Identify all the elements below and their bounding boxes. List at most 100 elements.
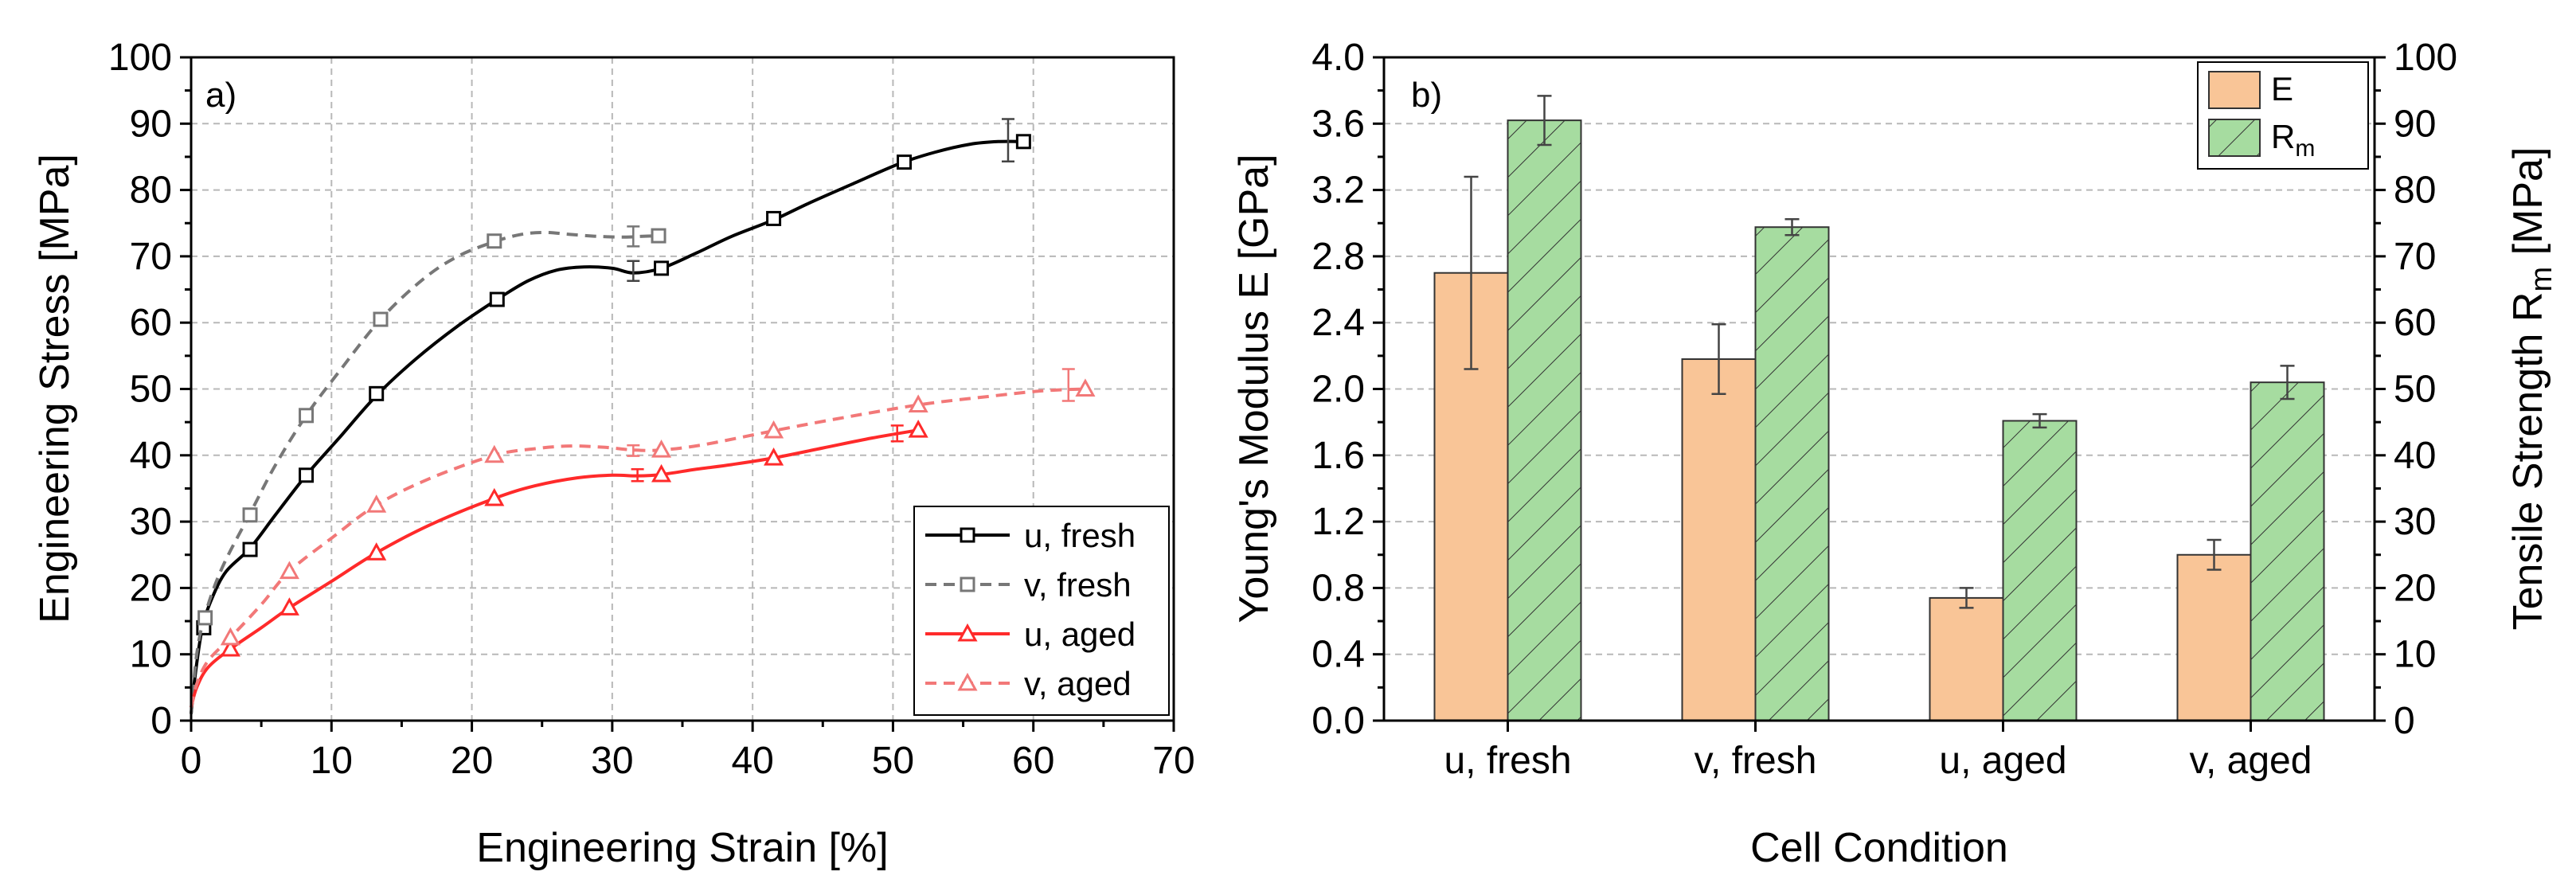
series-u-fresh-marker [897, 154, 913, 170]
panel-b-x-tick-label: u, aged [1939, 740, 2066, 782]
series-u-fresh-marker [654, 260, 670, 276]
bar-rm-v-fresh-hatch [1755, 227, 1829, 721]
series-v-aged-marker [220, 627, 240, 646]
panel-b-left-tick-label: 2.8 [1311, 236, 1365, 278]
legend-rm-swatch-hatch [2209, 119, 2260, 156]
legend-e-label: E [2271, 70, 2293, 107]
panel-a-strain-stress: 0 10 20 30 40 50 60 70 0 10 20 30 40 50 60 70 80 90 100 a)… [32, 37, 1195, 871]
legend-v-aged-label: v, aged [1024, 665, 1132, 702]
series-u-aged-marker [908, 420, 928, 438]
legend-u-aged-label: u, aged [1024, 616, 1136, 653]
panel-a-y-tick-label: 50 [130, 369, 172, 411]
panel-b-right-tick-label: 20 [2394, 567, 2436, 609]
bar-e-v-fresh [1681, 358, 1757, 721]
panel-b-left-axis-title: Young's Modulus E [GPa] [1231, 154, 1277, 623]
series-u-fresh-error-bar [1001, 118, 1014, 163]
panel-a-label: a) [205, 76, 236, 115]
bar-rm-u-aged-group [2002, 412, 2078, 721]
panel-b-left-tick-label: 0.8 [1311, 567, 1365, 609]
panel-b-right-tick-label: 70 [2394, 236, 2436, 278]
series-u-fresh-marker [766, 210, 782, 226]
panel-a-legend: u, fresh v, fresh u, aged v, aged [913, 506, 1170, 716]
bar-rm-u-aged-error-bar [2032, 412, 2047, 429]
panel-a-y-tick-label: 90 [130, 103, 172, 145]
panel-b-right-tick-label: 80 [2394, 170, 2436, 212]
panel-b-right-tick-label: 0 [2394, 700, 2415, 742]
panel-b-right-tick-label: 100 [2394, 37, 2457, 79]
series-u-fresh-marker [242, 541, 258, 557]
series-v-aged-line [190, 387, 1086, 708]
panel-b-left-tick-label: 0.4 [1311, 634, 1365, 676]
bar-e-u-fresh-group [1433, 175, 1509, 722]
series-u-fresh-marker [369, 385, 385, 401]
panel-b-left-tick-label: 0.0 [1311, 700, 1365, 742]
series-u-fresh-error-bar [627, 260, 640, 282]
panel-a-x-tick-label: 70 [1152, 740, 1194, 782]
panel-a-x-tick-label: 0 [181, 740, 202, 782]
legend-rm-label-subscript: m [2295, 135, 2315, 162]
bar-rm-u-fresh-error-bar [1537, 95, 1552, 147]
panel-a-x-tick-label: 10 [311, 740, 353, 782]
panel-b-right-tick-label: 30 [2394, 501, 2436, 543]
legend-u-fresh-marker [960, 527, 975, 543]
panel-a-x-axis-title: Engineering Strain [%] [476, 825, 888, 871]
panel-b-right-axis-title: Tensile Strength Rm [MPa] [2505, 147, 2558, 631]
panel-b-bar-chart: 0.0 0 0.4 10 0.8 20 1.2 30 1.6 40 2.0 50 2.4 60 2.8 70 3… [1231, 37, 2558, 871]
series-v-aged [190, 368, 1096, 708]
panel-a-x-tick-label: 30 [591, 740, 633, 782]
panel-a-y-tick-label: 40 [130, 435, 172, 477]
series-v-aged-marker [1075, 378, 1096, 397]
bar-rm-v-fresh-group [1754, 218, 1830, 721]
panel-b-right-tick-label: 40 [2394, 435, 2436, 477]
series-v-fresh-marker [299, 408, 315, 424]
series-u-aged-marker [220, 638, 240, 657]
series-u-fresh-marker [489, 291, 505, 307]
legend-v-fresh-marker [960, 576, 975, 592]
panel-a-y-tick-label: 20 [130, 567, 172, 609]
series-u-fresh [190, 118, 1031, 714]
legend-e-swatch [2208, 71, 2261, 109]
panel-a-y-tick-label: 60 [130, 302, 172, 344]
legend-rm-label: Rm [2271, 118, 2315, 162]
bar-e-v-aged-group [2176, 538, 2252, 721]
series-u-aged-marker [279, 597, 299, 616]
panel-b-left-tick-label: 2.4 [1311, 302, 1365, 344]
series-v-fresh-marker [242, 507, 258, 523]
right-axis-title-main: Tensile Strength R [2505, 292, 2551, 631]
series-v-aged-marker [764, 420, 784, 439]
right-axis-title-subscript: m [2525, 267, 2558, 292]
series-u-fresh-marker [1015, 134, 1031, 150]
series-v-fresh-marker [487, 233, 502, 249]
panel-b-bars [1433, 95, 2325, 722]
panel-b-left-tick-label: 1.2 [1311, 501, 1365, 543]
series-v-aged-marker [908, 394, 928, 412]
legend-v-aged-marker [957, 672, 978, 691]
series-u-fresh-line [190, 139, 1024, 714]
panel-b-right-tick-label: 60 [2394, 302, 2436, 344]
bar-e-v-aged [2176, 553, 2252, 721]
panel-a-y-tick-label: 80 [130, 170, 172, 212]
bar-e-v-fresh-group [1681, 323, 1757, 721]
series-u-aged-line [190, 428, 919, 708]
series-v-fresh-marker [651, 228, 666, 244]
series-v-fresh-error-bar [627, 225, 640, 248]
panel-b-right-tick-label: 50 [2394, 369, 2436, 411]
bar-rm-u-fresh-hatch [1507, 120, 1581, 721]
panel-b-left-tick-label: 2.0 [1311, 369, 1365, 411]
panel-b-right-tick-label: 90 [2394, 103, 2436, 145]
series-v-fresh-marker [197, 610, 213, 626]
panel-b-label: b) [1411, 76, 1442, 115]
panel-a-y-tick-label: 30 [130, 501, 172, 543]
bar-e-u-aged [1929, 596, 2004, 722]
panel-b-x-tick-label: v, aged [2190, 740, 2312, 782]
bar-e-v-fresh-error-bar [1711, 323, 1726, 395]
panel-a-y-tick-label: 100 [108, 37, 172, 79]
series-u-fresh-marker [299, 467, 315, 483]
bar-rm-u-fresh-group [1507, 95, 1582, 721]
bar-e-u-aged-group [1929, 587, 2004, 722]
panel-b-x-tick-label: v, fresh [1695, 740, 1817, 782]
panel-a-x-tick-label: 40 [731, 740, 773, 782]
series-v-aged-marker [366, 494, 387, 513]
series-v-aged-marker [651, 440, 672, 458]
